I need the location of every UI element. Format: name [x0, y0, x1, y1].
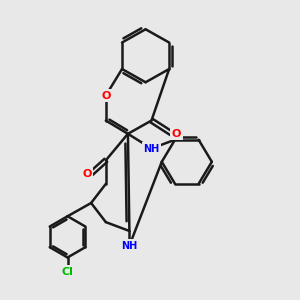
Text: O: O — [82, 169, 92, 178]
Text: O: O — [101, 91, 110, 100]
Text: NH: NH — [121, 241, 137, 251]
Text: O: O — [172, 129, 181, 139]
Text: Cl: Cl — [61, 267, 74, 277]
Text: NH: NH — [143, 143, 160, 154]
